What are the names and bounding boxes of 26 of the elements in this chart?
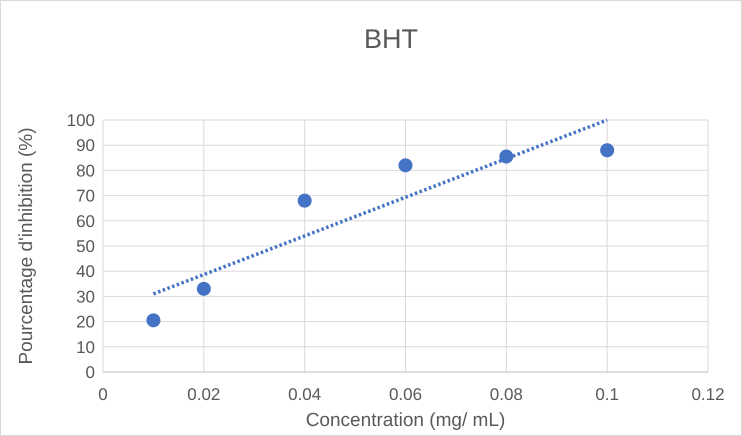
y-tick-label: 0: [86, 363, 95, 382]
point: [146, 313, 160, 328]
y-axis-title: Pourcentage d'inhibition (%): [16, 127, 37, 365]
y-tick-label: 100: [66, 111, 95, 130]
y-tick-label: 20: [76, 312, 95, 332]
x-axis-title: Concentration (mg/ mL): [306, 410, 506, 431]
chart-title: BHT: [364, 24, 418, 54]
y-tick-label: 50: [76, 237, 95, 256]
x-tick-label: 0: [98, 385, 108, 404]
point: [298, 194, 312, 208]
x-tick-label: 0.08: [490, 385, 523, 404]
point: [600, 143, 614, 158]
x-tick-label: 0.04: [288, 385, 322, 404]
y-tick-label: 60: [76, 212, 95, 231]
x-tick-label: 0.12: [691, 385, 725, 404]
x-tick-label: 0.06: [388, 385, 422, 404]
y-tick-label: 90: [76, 136, 95, 156]
x-tick-label: 0.02: [187, 385, 220, 404]
y-tick-label: 10: [76, 338, 95, 357]
y-tick-label: 40: [76, 262, 95, 282]
point: [398, 158, 412, 172]
y-tick-label: 70: [76, 186, 95, 206]
point: [196, 282, 211, 296]
y-tick-label: 80: [76, 161, 95, 180]
y-tick-label: 30: [76, 287, 95, 306]
x-tick-label: 0.1: [595, 385, 619, 404]
